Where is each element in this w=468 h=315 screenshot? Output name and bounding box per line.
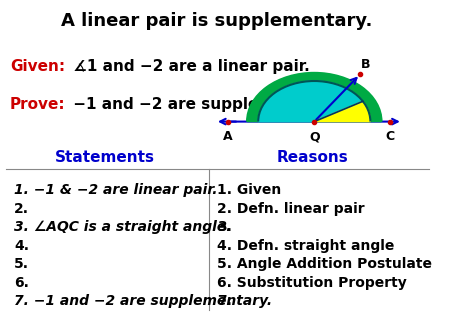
Text: 1: 1 — [334, 111, 343, 124]
Wedge shape — [248, 73, 381, 122]
Text: C: C — [385, 130, 395, 143]
Text: 5. Angle Addition Postulate: 5. Angle Addition Postulate — [217, 257, 432, 271]
Text: 1. −1 & −2 are linear pair.: 1. −1 & −2 are linear pair. — [15, 183, 218, 198]
Text: Reasons: Reasons — [276, 150, 348, 165]
Text: 3.: 3. — [217, 220, 232, 234]
Text: 2: 2 — [304, 92, 313, 105]
Text: A: A — [223, 130, 233, 143]
Text: 1. Given: 1. Given — [217, 183, 281, 198]
Text: 3. ∠AQC is a straight angle.: 3. ∠AQC is a straight angle. — [15, 220, 232, 234]
Text: Given:: Given: — [10, 59, 65, 74]
Text: A linear pair is supplementary.: A linear pair is supplementary. — [61, 12, 373, 30]
Text: 2.: 2. — [15, 202, 29, 216]
Text: 5.: 5. — [15, 257, 29, 271]
Text: Prove:: Prove: — [10, 97, 66, 112]
Text: ∡1 and −2 are a linear pair.: ∡1 and −2 are a linear pair. — [68, 59, 310, 74]
Wedge shape — [258, 81, 363, 122]
Text: Statements: Statements — [55, 150, 155, 165]
Text: −1 and −2 are supplementary.: −1 and −2 are supplementary. — [68, 97, 335, 112]
Text: 6. Substitution Property: 6. Substitution Property — [217, 276, 407, 289]
Text: 7.: 7. — [217, 294, 232, 308]
Text: 4.: 4. — [15, 239, 29, 253]
Wedge shape — [314, 101, 370, 122]
Text: 7. −1 and −2 are supplementary.: 7. −1 and −2 are supplementary. — [15, 294, 272, 308]
Text: Q: Q — [309, 130, 320, 143]
Text: 4. Defn. straight angle: 4. Defn. straight angle — [217, 239, 395, 253]
Text: 2. Defn. linear pair: 2. Defn. linear pair — [217, 202, 365, 216]
Text: 6.: 6. — [15, 276, 29, 289]
Text: B: B — [360, 58, 370, 71]
